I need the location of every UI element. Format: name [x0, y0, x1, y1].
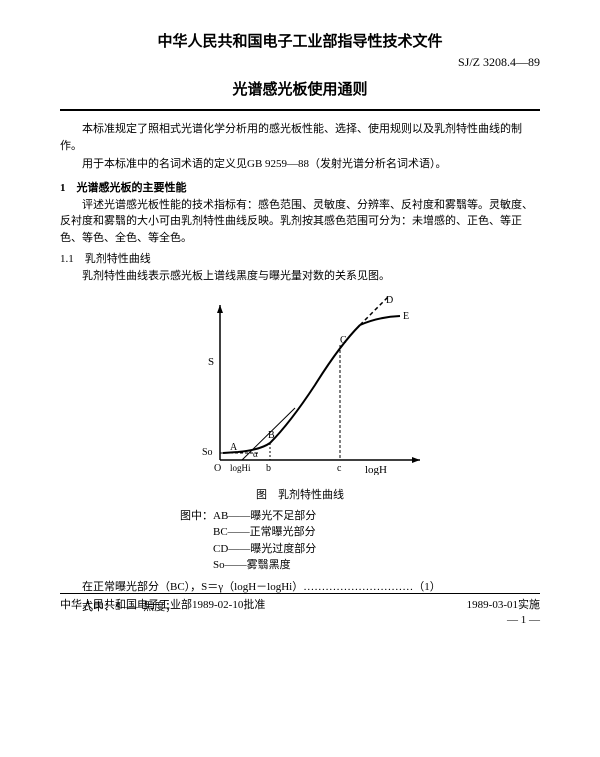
figure-caption: 图 乳剂特性曲线 — [60, 486, 540, 502]
footer-divider — [60, 593, 540, 594]
intro-p1: 本标准规定了照相式光谱化学分析用的感光板性能、选择、使用规则以及乳剂特性曲线的制… — [60, 121, 540, 154]
standard-code: SJ/Z 3208.4—89 — [60, 55, 540, 70]
tick-c: c — [337, 463, 342, 474]
point-E: E — [403, 311, 409, 322]
so-label: So — [202, 447, 213, 458]
page-number: — 1 — — [60, 614, 540, 626]
legend-CD: CD——曝光过度部分 — [213, 543, 316, 555]
legend-BC: BC——正常曝光部分 — [213, 526, 316, 538]
characteristic-curve-chart: S So A B C D E α O logHi b c logH — [170, 295, 430, 480]
tick-b: b — [266, 463, 271, 474]
svg-text:α: α — [253, 449, 258, 459]
tick-Hi: logHi — [230, 463, 251, 473]
divider — [60, 109, 540, 111]
effective-date: 1989-03-01实施 — [467, 596, 540, 612]
legend-block: 图中：AB——曝光不足部分 BC——正常曝光部分 CD——曝光过度部分 So——… — [180, 508, 540, 574]
y-axis-label: S — [208, 356, 214, 368]
section-1-1-p: 乳剂特性曲线表示感光板上谱线黑度与曝光量对数的关系见图。 — [60, 268, 540, 285]
section-1-1-heading: 1.1 乳剂特性曲线 — [60, 250, 540, 266]
point-C: C — [340, 335, 347, 346]
approval-date: 中华人民共和国电子工业部1989-02-10批准 — [60, 596, 265, 612]
legend-intro: 图中： — [180, 510, 213, 522]
document-title: 光谱感光板使用通则 — [60, 78, 540, 99]
point-A: A — [230, 442, 238, 453]
intro-p2: 用于本标准中的名词术语的定义见GB 9259—88（发射光谱分析名词术语）。 — [60, 156, 540, 173]
section-1-heading: 1 光谱感光板的主要性能 — [60, 179, 540, 195]
point-D: D — [386, 295, 393, 306]
org-title: 中华人民共和国电子工业部指导性技术文件 — [60, 30, 540, 51]
legend-AB: AB——曝光不足部分 — [213, 510, 316, 522]
tick-O: O — [214, 463, 221, 474]
page-footer: 中华人民共和国电子工业部1989-02-10批准 1989-03-01实施 — … — [60, 591, 540, 626]
section-1-p1: 评述光谱感光板性能的技术指标有：感色范围、灵敏度、分辨率、反衬度和雾翳等。灵敏度… — [60, 197, 540, 247]
point-B: B — [268, 430, 275, 441]
legend-So: So——雾翳黑度 — [213, 559, 291, 571]
x-axis-label: logH — [365, 464, 387, 475]
